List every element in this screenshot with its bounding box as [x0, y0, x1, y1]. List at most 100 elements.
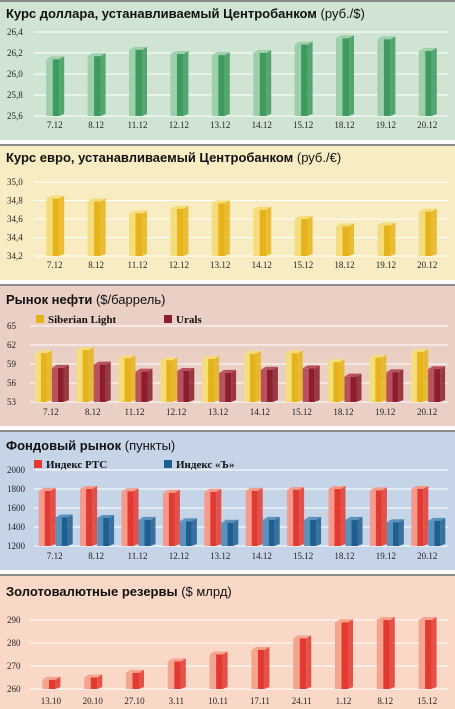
usd-xtick-label: 20.12 — [417, 120, 437, 130]
eur-xtick-label: 12.12 — [169, 260, 189, 270]
eur-xtick-label: 20.12 — [417, 260, 437, 270]
oil-ytick-label: 65 — [7, 321, 17, 331]
oil-xtick-label: 19.12 — [375, 407, 395, 417]
usd-ytick-label: 26,4 — [7, 27, 23, 37]
eur-xtick-label: 18.12 — [334, 260, 354, 270]
stock-bar-series2 — [262, 516, 280, 546]
eur-chart: 34,2 34,4 34,6 34,8 35,0 7.12 8.12 11.12 12.12 13… — [0, 144, 455, 280]
usd-chart: 25,6 25,8 26,0 26,2 26,4 7.12 8.12 11.12 12.12 13… — [0, 0, 455, 140]
usd-bar — [211, 52, 230, 116]
oil-chart: 53 56 59 62 65 7.12 8.12 11.12 12.12 13.12 14.12 15… — [0, 284, 455, 426]
stock-bar-series2 — [304, 516, 322, 546]
eur-bar — [211, 200, 230, 256]
eur-bar — [294, 216, 313, 256]
oil-xtick-label: 13.12 — [208, 407, 228, 417]
oil-xtick-label: 12.12 — [166, 407, 186, 417]
stock-bar-series1 — [287, 486, 305, 546]
reserves-ytick-label: 290 — [7, 615, 21, 625]
usd-xtick-label: 12.12 — [169, 120, 189, 130]
stock-ytick-label: 1400 — [7, 522, 26, 532]
eur-ytick-label: 34,2 — [7, 251, 23, 261]
eur-xtick-label: 11.12 — [128, 260, 148, 270]
usd-ytick-label: 26,0 — [7, 69, 23, 79]
stock-xtick-label: 15.12 — [293, 551, 313, 561]
usd-bar — [87, 53, 106, 116]
eur-bar — [253, 206, 272, 256]
usd-xtick-label: 14.12 — [252, 120, 272, 130]
stock-ytick-label: 1800 — [7, 484, 26, 494]
usd-xtick-label: 7.12 — [47, 120, 63, 130]
eur-bar — [46, 195, 65, 256]
eur-xtick-label: 14.12 — [252, 260, 272, 270]
usd-xtick-label: 18.12 — [334, 120, 354, 130]
oil-ytick-label: 56 — [7, 378, 17, 388]
stock-legend-rts: Индекс РТС — [34, 459, 107, 471]
usd-bar — [129, 46, 147, 116]
stock-bar-series2 — [386, 519, 404, 546]
reserves-bar — [293, 635, 312, 689]
oil-bar-series2 — [177, 367, 195, 402]
oil-panel: 53 56 59 62 65 7.12 8.12 11.12 12.12 13.12 14.12 15… — [0, 284, 455, 426]
oil-legend-siberian: Siberian Light — [36, 314, 116, 326]
oil-xtick-label: 18.12 — [333, 407, 353, 417]
stock-bar-series1 — [204, 488, 222, 546]
oil-xtick-label: 11.12 — [125, 407, 145, 417]
oil-xtick-label: 7.12 — [43, 407, 59, 417]
eur-ytick-label: 35,0 — [7, 177, 23, 187]
usd-bar — [336, 35, 354, 116]
stock-xtick-label: 14.12 — [252, 551, 272, 561]
oil-bar-series1 — [118, 355, 136, 402]
oil-bar-series2 — [260, 366, 278, 402]
reserves-bar — [126, 669, 144, 689]
stock-xtick-label: 20.12 — [417, 551, 437, 561]
eur-ytick-label: 34,4 — [7, 233, 23, 243]
eur-bar — [377, 222, 396, 256]
stock-bar-series2 — [97, 514, 115, 546]
reserves-xtick-label: 20.10 — [83, 696, 104, 706]
stock-bar-series2 — [428, 517, 446, 546]
stock-bar-series2 — [221, 519, 239, 546]
reserves-xtick-label: 24.11 — [292, 696, 312, 706]
stock-bar-series2 — [55, 514, 73, 546]
eur-xtick-label: 13.12 — [210, 260, 230, 270]
oil-bar-series1 — [285, 350, 303, 402]
usd-title: Курс доллара, устанавливаемый Центробанк… — [6, 6, 365, 21]
oil-legend-urals: Urals — [164, 314, 202, 326]
stock-xtick-label: 7.12 — [47, 551, 63, 561]
reserves-xtick-label: 13.10 — [41, 696, 62, 706]
eur-xtick-label: 15.12 — [293, 260, 313, 270]
usd-panel: 25,6 25,8 26,0 26,2 26,4 7.12 8.12 11.12 12.12 13… — [0, 0, 455, 140]
reserves-panel: 260 270 280 290 13.10 20.10 27.10 3.11 10.11 17.1… — [0, 574, 455, 709]
eur-xtick-label: 19.12 — [376, 260, 396, 270]
usd-ytick-label: 26,2 — [7, 48, 23, 58]
oil-xtick-label: 15.12 — [292, 407, 312, 417]
stock-xtick-label: 13.12 — [210, 551, 230, 561]
reserves-xtick-label: 27.10 — [124, 696, 145, 706]
oil-bar-series1 — [160, 357, 178, 402]
reserves-bar — [376, 617, 395, 689]
stock-xtick-label: 12.12 — [169, 551, 189, 561]
stock-ytick-label: 1200 — [7, 541, 26, 551]
reserves-bar — [418, 617, 437, 689]
stock-bar-series1 — [245, 487, 263, 546]
stock-ytick-label: 1600 — [7, 503, 26, 513]
usd-bar — [46, 56, 65, 116]
usd-bar — [294, 41, 313, 116]
oil-bar-series2 — [93, 361, 111, 402]
eur-bar — [418, 208, 437, 256]
eur-panel: 34,2 34,4 34,6 34,8 35,0 7.12 8.12 11.12 12.12 13… — [0, 144, 455, 280]
reserves-xtick-label: 15.12 — [417, 696, 437, 706]
stock-legend-kommersant: Индекс «Ъ» — [164, 459, 234, 471]
usd-xtick-label: 15.12 — [293, 120, 313, 130]
reserves-xtick-label: 10.11 — [208, 696, 228, 706]
reserves-ytick-label: 270 — [7, 661, 21, 671]
stock-bar-series1 — [162, 489, 180, 546]
eur-bar — [129, 210, 147, 256]
stock-xtick-label: 19.12 — [376, 551, 396, 561]
eur-title: Курс евро, устанавливаемый Центробанком … — [6, 150, 342, 165]
eur-ytick-label: 34,8 — [7, 196, 23, 206]
stock-bar-series1 — [369, 487, 387, 546]
reserves-xtick-label: 8.12 — [377, 696, 393, 706]
oil-bar-series2 — [428, 366, 446, 402]
eur-xtick-label: 7.12 — [47, 260, 63, 270]
